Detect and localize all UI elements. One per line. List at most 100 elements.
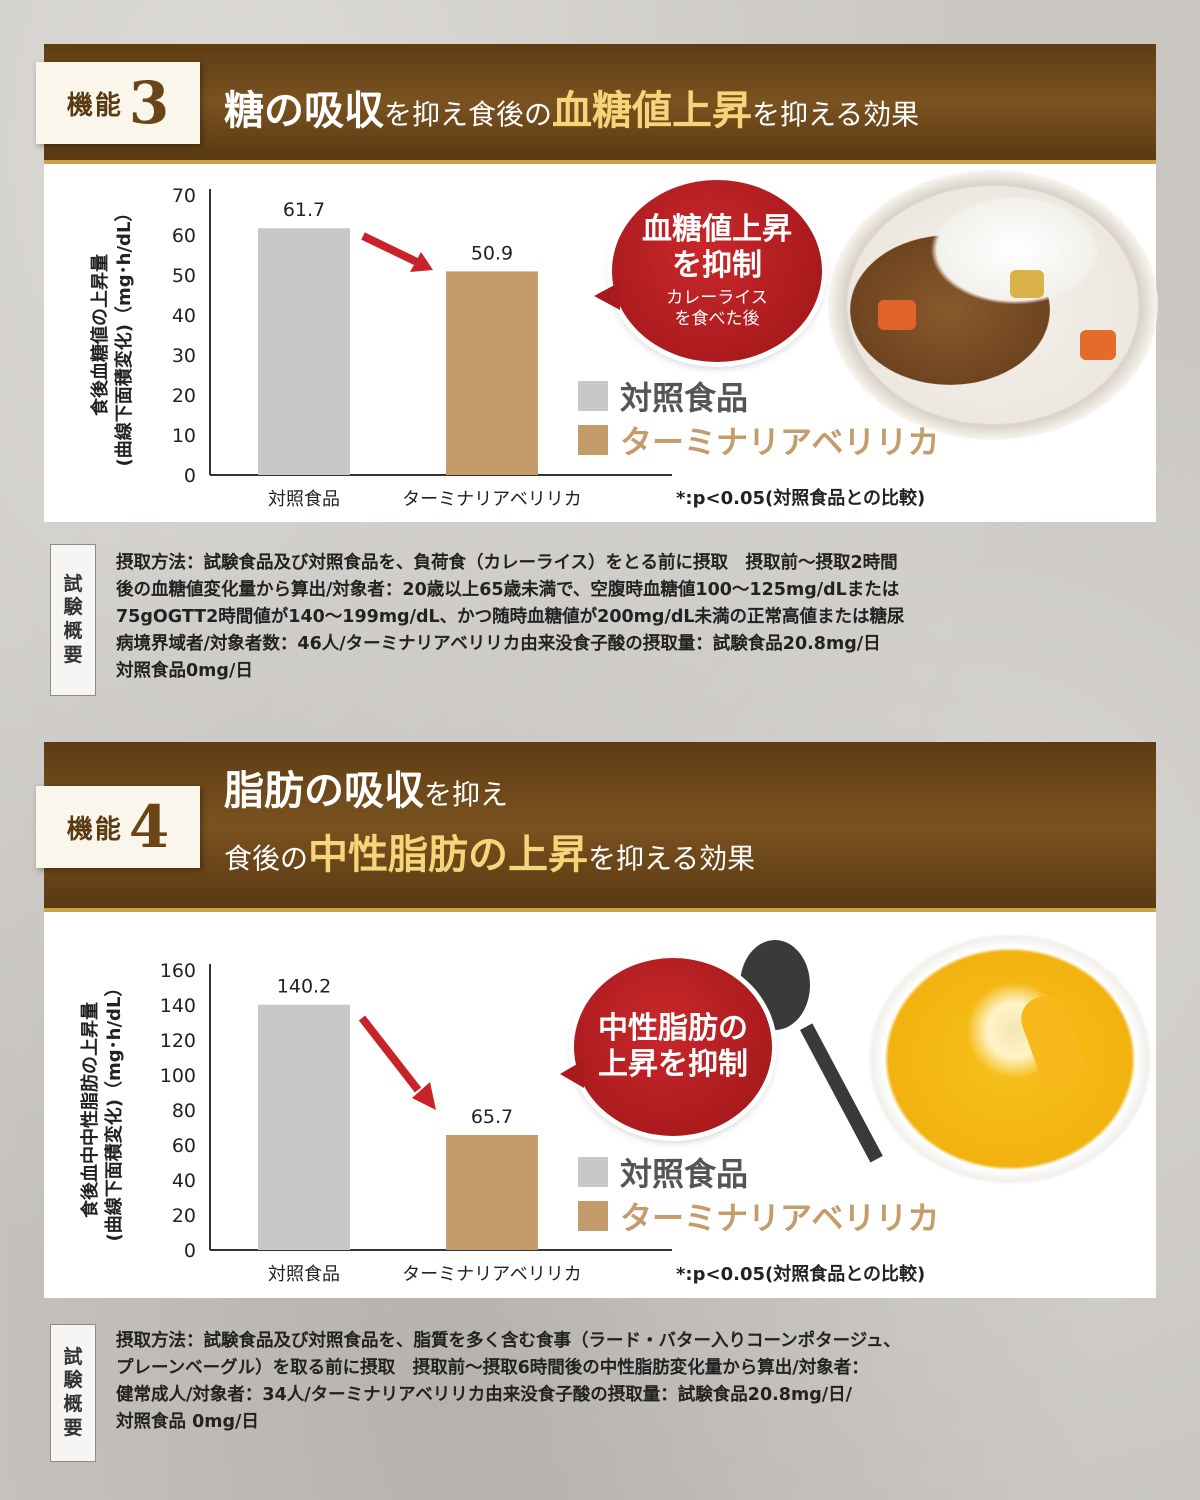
y-tick-label: 0 (184, 1240, 196, 1262)
bar-value-label: 50.9 (471, 242, 513, 264)
summary-tag: 試 験 概 要 (50, 1324, 96, 1462)
bubble-sub-line: カレーライス (666, 287, 768, 308)
bubble-tail (594, 282, 620, 310)
legend-item: ターミナリアベリリカ (578, 1194, 939, 1238)
y-axis-label: (曲線下面積変化)（mg･h/dL） (103, 979, 125, 1242)
legend-label: ターミナリアベリリカ (620, 423, 940, 461)
bar (446, 271, 538, 475)
x-category-label: 対照食品 (268, 1264, 340, 1285)
y-axis-label: (曲線下面積変化)（mg･h/dL） (113, 204, 135, 467)
bar-value-label: 65.7 (471, 1106, 513, 1128)
headline-part: 糖の吸収 (224, 87, 384, 134)
bubble-main-line: を抑制 (672, 247, 762, 283)
summary-line: 健常成人/対象者：34人/ターミナリアベリリカ由来没食子酸の摂取量：試験食品20… (116, 1385, 853, 1405)
legend-swatch-terminalia (578, 425, 608, 455)
y-tick-label: 140 (160, 995, 196, 1017)
section1-badge: 機能 3 (36, 62, 200, 144)
summary-tag-char: 概 (63, 620, 83, 642)
carrot-piece (1080, 330, 1116, 360)
significance-note: *:p<0.05(対照食品との比較) (676, 488, 926, 509)
badge-label: 機能 (66, 814, 123, 845)
y-tick-label: 40 (172, 1170, 196, 1192)
section1-header (44, 44, 1156, 164)
legend-item: 対照食品 (578, 1150, 939, 1194)
summary-text: 摂取方法：試験食品及び対照食品を、負荷食（カレーライス）をとる前に摂取 摂取前〜… (116, 550, 905, 685)
headline-part: を抑える効果 (588, 842, 756, 875)
y-tick-label: 50 (172, 265, 196, 287)
legend-label: ターミナリアベリリカ (620, 1199, 940, 1237)
summary-line: 75gOGTT2時間値が140〜199mg/dL、かつ随時血糖値が200mg/d… (116, 607, 905, 627)
legend-item: ターミナリアベリリカ (578, 418, 939, 462)
y-tick-label: 120 (160, 1030, 196, 1052)
bubble-main-line: 血糖値上昇 (642, 211, 792, 247)
summary-tag-char: 験 (63, 1369, 83, 1392)
x-category-label: 対照食品 (268, 489, 340, 510)
summary-line: 病境界域者/対象者数：46人/ターミナリアベリリカ由来没食子酸の摂取量：試験食品… (116, 634, 881, 654)
summary-line: 対照食品 0mg/日 (116, 1412, 259, 1432)
significance-note: *:p<0.05(対照食品との比較) (676, 1264, 926, 1285)
y-tick-label: 160 (160, 960, 196, 982)
chart1-arrow (361, 232, 433, 272)
section2-badge: 機能 4 (36, 786, 200, 868)
legend-swatch-control (578, 1157, 608, 1187)
y-tick-label: 10 (172, 425, 196, 447)
y-tick-label: 60 (172, 225, 196, 247)
y-tick-label: 40 (172, 305, 196, 327)
x-category-label: ターミナリアベリリカ (402, 489, 582, 510)
headline-part: を抑え食後の (384, 98, 553, 131)
y-tick-label: 100 (160, 1065, 196, 1087)
summary-line: 摂取方法：試験食品及び対照食品を、負荷食（カレーライス）をとる前に摂取 摂取前〜… (116, 553, 898, 573)
summary-tag-char: 概 (63, 1393, 83, 1415)
legend-swatch-control (578, 381, 608, 411)
bar (446, 1135, 538, 1250)
carrot-piece (878, 300, 916, 330)
bubble-main-line: 中性脂肪の (598, 1011, 748, 1046)
headline-part: 脂肪の吸収 (224, 767, 424, 814)
y-tick-label: 70 (172, 185, 196, 207)
summary-tag: 試 験 概 要 (50, 544, 96, 696)
bubble-main-line: 上昇を抑制 (598, 1047, 748, 1082)
y-axis-label: 食後血中中性脂肪の上昇量 (79, 1002, 101, 1219)
summary-tag-char: 試 (63, 1345, 83, 1368)
potato-piece (1010, 270, 1044, 298)
chart1: 0 10 20 30 40 50 60 70 食後血糖値の上昇量 (曲線下面積変化)（mg･h/d… (89, 185, 672, 510)
badge-number: 3 (128, 69, 170, 137)
headline-part: を抑え (424, 778, 509, 811)
section1-headline: 糖の吸収を抑え食後の血糖値上昇を抑える効果 (224, 78, 919, 136)
badge-number: 4 (128, 793, 170, 861)
y-tick-label: 20 (172, 1205, 196, 1227)
summary-tag-char: 要 (63, 643, 83, 666)
legend-swatch-terminalia (578, 1201, 608, 1231)
section1-legend: 対照食品 ターミナリアベリリカ (578, 374, 939, 462)
bubble-sub-line: を食べた後 (674, 309, 760, 329)
summary-text: 摂取方法：試験食品及び対照食品を、脂質を多く含む食事（ラード・バター入りコーンポ… (116, 1328, 901, 1436)
section2-legend: 対照食品 ターミナリアベリリカ (578, 1150, 939, 1238)
summary-line: 対照食品0mg/日 (116, 661, 253, 681)
y-tick-label: 80 (172, 1100, 196, 1122)
bar (258, 228, 350, 475)
y-tick-label: 30 (172, 345, 196, 367)
bubble-sub: カレーライス を食べた後 (666, 288, 768, 331)
summary-line: プレーンベーグル）を取る前に摂取 摂取前〜摂取6時間後の中性脂肪変化量から算出/… (116, 1358, 869, 1378)
bar-value-label: 61.7 (283, 199, 325, 221)
section2-bubble: 中性脂肪の 上昇を抑制 (574, 958, 772, 1136)
bar (258, 1004, 350, 1250)
headline-part: 食後の (224, 842, 309, 875)
y-tick-label: 0 (184, 465, 196, 487)
section2-headline-line1: 脂肪の吸収を抑え (224, 758, 508, 816)
x-category-label: ターミナリアベリリカ (402, 1264, 582, 1285)
y-tick-label: 20 (172, 385, 196, 407)
summary-line: 後の血糖値変化量から算出/対象者：20歳以上65歳未満で、空腹時血糖値100〜1… (116, 580, 900, 600)
y-axis-label: 食後血糖値の上昇量 (89, 254, 111, 417)
legend-label: 対照食品 (620, 379, 749, 417)
legend-label: 対照食品 (620, 1155, 749, 1193)
headline-part: を抑える効果 (752, 98, 920, 131)
bubble-tail (560, 1060, 584, 1088)
summary-line: 摂取方法：試験食品及び対照食品を、脂質を多く含む食事（ラード・バター入りコーンポ… (116, 1331, 901, 1351)
y-tick-label: 60 (172, 1135, 196, 1157)
section1-bubble: 血糖値上昇 を抑制 カレーライス を食べた後 (612, 180, 822, 362)
chart2: 0 20 40 60 80 100 120 140 160 食後血中中性脂肪の上昇量 (曲線下面積変… (79, 960, 672, 1285)
bar-value-label: 140.2 (277, 976, 331, 998)
badge-label: 機能 (66, 90, 123, 121)
headline-part: 血糖値上昇 (552, 87, 753, 134)
